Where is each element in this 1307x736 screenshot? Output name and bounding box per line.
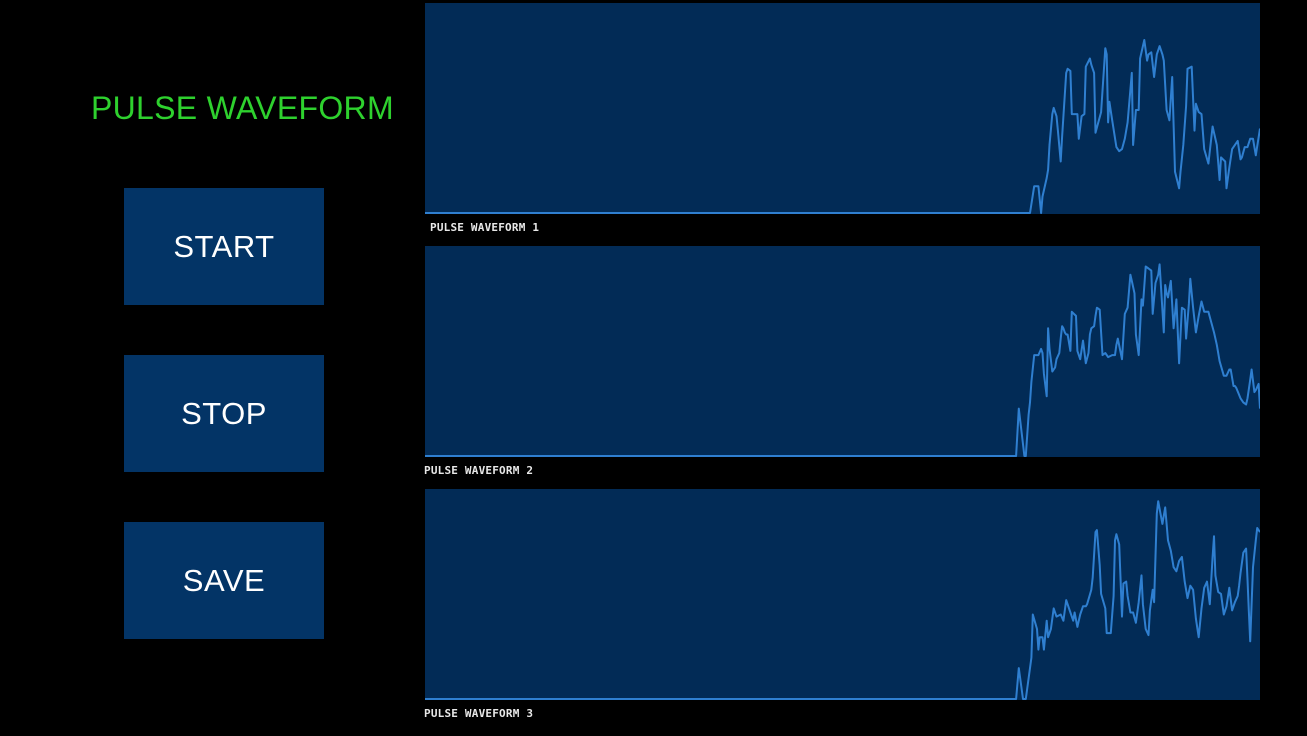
waveform-plot-3 [425,500,1260,700]
waveform-chart-1 [425,3,1260,214]
start-button-label: START [173,228,275,264]
app-title: PULSE WAVEFORM [91,90,394,126]
waveform-chart-3 [425,489,1260,700]
stop-button[interactable]: STOP [124,355,324,472]
waveform-label-3: PULSE WAVEFORM 3 [424,707,534,720]
save-button-label: SAVE [182,562,266,598]
waveform-plot-2 [425,263,1260,457]
waveform-label-2: PULSE WAVEFORM 2 [424,464,534,477]
waveform-chart-2 [425,246,1260,457]
waveform-trace-3 [425,500,1260,700]
save-button[interactable]: SAVE [124,522,324,639]
waveform-plot-1 [425,39,1260,214]
waveform-trace-1 [425,39,1260,214]
stop-button-label: STOP [181,395,267,431]
waveform-trace-2 [425,263,1260,457]
start-button[interactable]: START [124,188,324,305]
waveform-label-1: PULSE WAVEFORM 1 [430,221,540,234]
